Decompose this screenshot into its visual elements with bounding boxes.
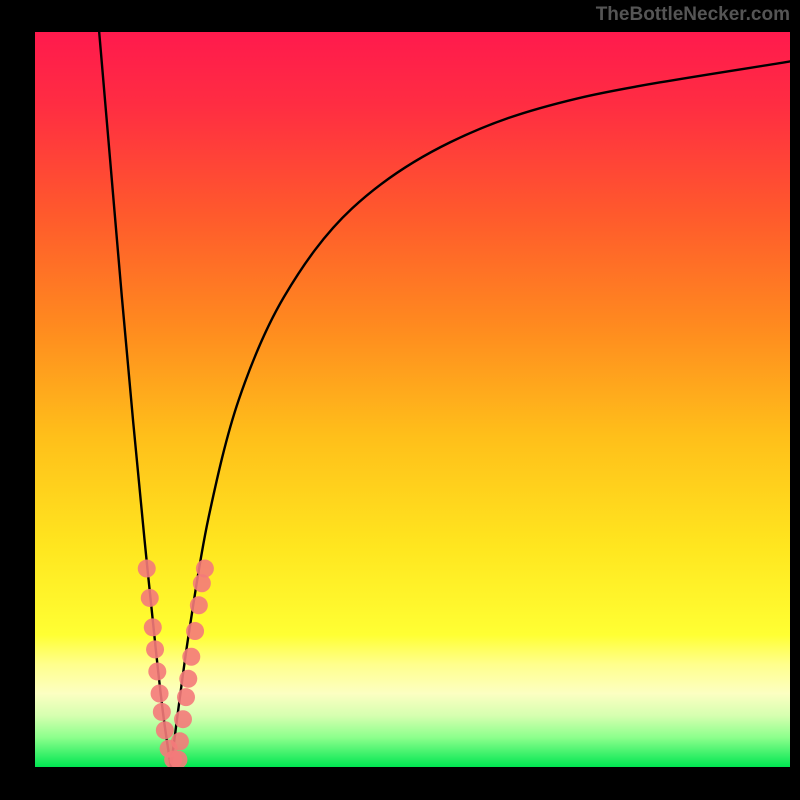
- data-marker: [171, 732, 189, 750]
- data-marker: [196, 560, 214, 578]
- chart-container: TheBottleNecker.com: [0, 0, 800, 800]
- data-marker: [174, 710, 192, 728]
- bottleneck-curve: [99, 32, 790, 767]
- data-marker: [148, 662, 166, 680]
- data-marker: [146, 640, 164, 658]
- data-marker: [153, 703, 171, 721]
- data-marker: [144, 618, 162, 636]
- data-marker: [141, 589, 159, 607]
- data-marker: [190, 596, 208, 614]
- data-marker: [138, 560, 156, 578]
- curve-right-branch: [171, 61, 790, 767]
- marker-group: [138, 560, 214, 767]
- data-marker: [186, 622, 204, 640]
- data-marker: [182, 648, 200, 666]
- data-marker: [151, 685, 169, 703]
- plot-area: [35, 32, 790, 767]
- data-marker: [156, 721, 174, 739]
- data-marker: [179, 670, 197, 688]
- watermark-text: TheBottleNecker.com: [596, 4, 790, 26]
- data-marker: [177, 688, 195, 706]
- curve-layer: [35, 32, 790, 767]
